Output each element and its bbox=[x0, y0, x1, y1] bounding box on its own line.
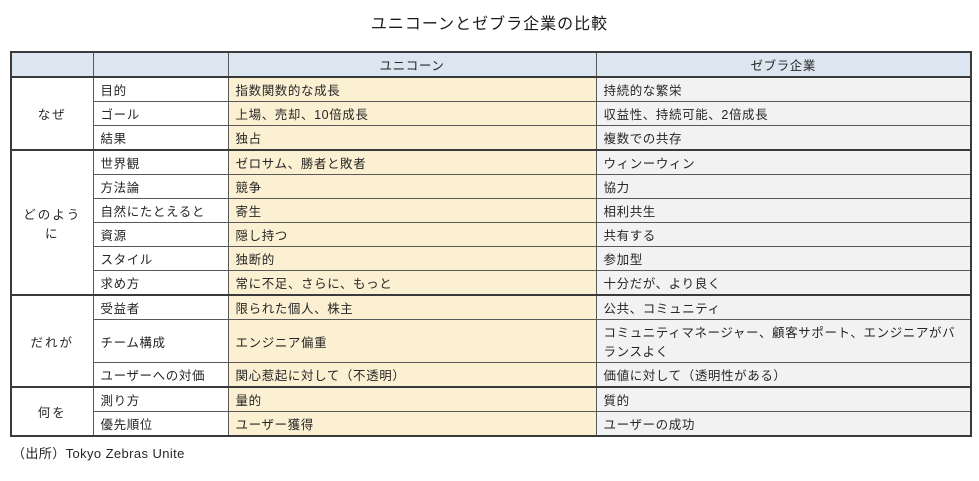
table-row: 求め方 常に不足、さらに、もっと 十分だが、より良く bbox=[11, 270, 972, 296]
row-label: 結果 bbox=[92, 125, 229, 151]
header-empty-group bbox=[10, 51, 94, 78]
row-label: 資源 bbox=[92, 222, 229, 247]
table-row: 方法論 競争 協力 bbox=[11, 174, 972, 199]
table-row: 何を 測り方 量的 質的 bbox=[10, 386, 972, 437]
unicorn-cell: 独占 bbox=[227, 125, 597, 151]
header-empty-label bbox=[92, 51, 229, 78]
table-row: どのように 世界観 ゼロサム、勝者と敗者 ウィンーウィン bbox=[10, 149, 972, 296]
unicorn-cell: 独断的 bbox=[227, 246, 597, 271]
unicorn-cell: 常に不足、さらに、もっと bbox=[227, 270, 597, 296]
zebra-cell: 参加型 bbox=[595, 246, 972, 271]
header-row: ユニコーン ゼブラ企業 bbox=[10, 51, 972, 78]
header-zebra: ゼブラ企業 bbox=[595, 51, 972, 78]
unicorn-cell: ユーザー獲得 bbox=[227, 411, 597, 437]
unicorn-cell: エンジニア偏重 bbox=[227, 319, 597, 363]
zebra-cell: 収益性、持続可能、2倍成長 bbox=[595, 101, 972, 126]
page-title: ユニコーンとゼブラ企業の比較 bbox=[370, 16, 609, 33]
table-row: 自然にたとえると 寄生 相利共生 bbox=[11, 198, 972, 223]
row-label: 目的 bbox=[92, 76, 229, 102]
table-row: スタイル 独断的 参加型 bbox=[11, 246, 972, 271]
zebra-cell: 公共、コミュニティ bbox=[595, 294, 972, 320]
unicorn-cell: 量的 bbox=[227, 386, 597, 412]
zebra-cell: 共有する bbox=[595, 222, 972, 247]
header-unicorn: ユニコーン bbox=[227, 51, 597, 78]
unicorn-cell: 指数関数的な成長 bbox=[227, 76, 597, 102]
group-label-naniwo: 何を bbox=[10, 386, 94, 437]
table-row: 結果 独占 複数での共存 bbox=[11, 125, 972, 151]
table-row: 優先順位 ユーザー獲得 ユーザーの成功 bbox=[11, 411, 972, 437]
table-row: だれが 受益者 限られた個人、株主 公共、コミュニティ bbox=[10, 294, 972, 388]
table-row: ユーザーへの対価 関心惹起に対して（不透明） 価値に対して（透明性がある） bbox=[11, 362, 972, 388]
row-label: 方法論 bbox=[92, 174, 229, 199]
zebra-cell: 協力 bbox=[595, 174, 972, 199]
row-label: ゴール bbox=[92, 101, 229, 126]
zebra-cell: コミュニティマネージャー、顧客サポート、エンジニアがバランスよく bbox=[595, 319, 972, 363]
row-label: 優先順位 bbox=[92, 411, 229, 437]
zebra-cell: 複数での共存 bbox=[595, 125, 972, 151]
unicorn-cell: 隠し持つ bbox=[227, 222, 597, 247]
zebra-cell: ユーザーの成功 bbox=[595, 411, 972, 437]
row-label: 世界観 bbox=[92, 149, 229, 175]
unicorn-cell: 競争 bbox=[227, 174, 597, 199]
row-label: ユーザーへの対価 bbox=[92, 362, 229, 388]
unicorn-cell: 関心惹起に対して（不透明） bbox=[227, 362, 597, 388]
unicorn-cell: ゼロサム、勝者と敗者 bbox=[227, 149, 597, 175]
table-row: なぜ 目的 指数関数的な成長 持続的な繁栄 bbox=[10, 76, 972, 151]
row-label: 求め方 bbox=[92, 270, 229, 296]
zebra-cell: ウィンーウィン bbox=[595, 149, 972, 175]
group-label-naze: なぜ bbox=[10, 76, 94, 151]
zebra-cell: 持続的な繁栄 bbox=[595, 76, 972, 102]
row-label: チーム構成 bbox=[92, 319, 229, 363]
table-row: 資源 隠し持つ 共有する bbox=[11, 222, 972, 247]
row-label: 受益者 bbox=[92, 294, 229, 320]
group-label-donoyouni: どのように bbox=[10, 149, 94, 296]
table-row: ゴール 上場、売却、10倍成長 収益性、持続可能、2倍成長 bbox=[11, 101, 972, 126]
unicorn-cell: 限られた個人、株主 bbox=[227, 294, 597, 320]
zebra-cell: 質的 bbox=[595, 386, 972, 412]
row-label: 測り方 bbox=[92, 386, 229, 412]
group-label-darega: だれが bbox=[10, 294, 94, 388]
source-note: （出所）Tokyo Zebras Unite bbox=[12, 446, 185, 461]
table-row: チーム構成 エンジニア偏重 コミュニティマネージャー、顧客サポート、エンジニアが… bbox=[11, 319, 972, 363]
zebra-cell: 価値に対して（透明性がある） bbox=[595, 362, 972, 388]
row-label: スタイル bbox=[92, 246, 229, 271]
comparison-table: ユニコーン ゼブラ企業 なぜ 目的 指数関数的な成長 持続的な繁栄 ゴール 上場… bbox=[10, 51, 972, 437]
zebra-cell: 十分だが、より良く bbox=[595, 270, 972, 296]
unicorn-cell: 寄生 bbox=[227, 198, 597, 223]
row-label: 自然にたとえると bbox=[92, 198, 229, 223]
unicorn-cell: 上場、売却、10倍成長 bbox=[227, 101, 597, 126]
zebra-cell: 相利共生 bbox=[595, 198, 972, 223]
